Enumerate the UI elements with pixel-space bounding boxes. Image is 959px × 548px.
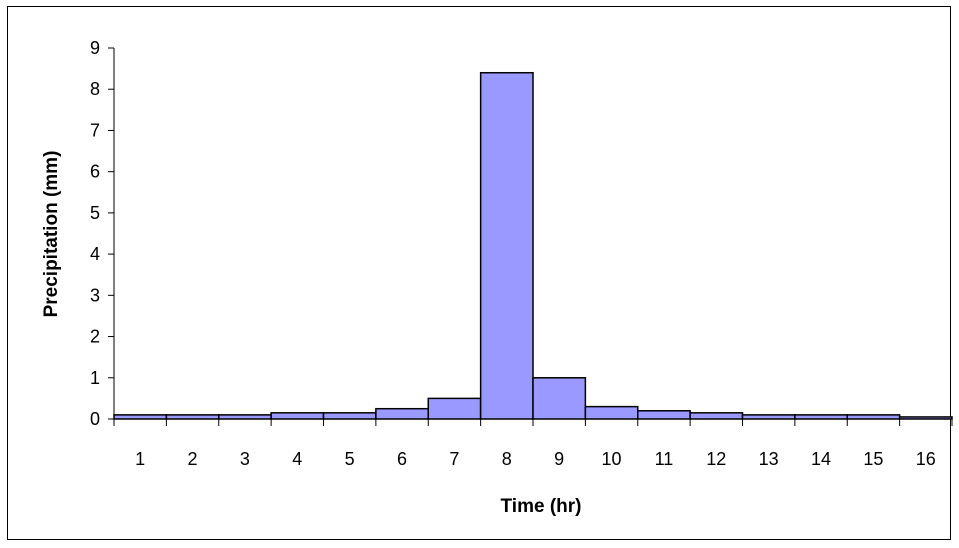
- x-tick-label-14: 14: [811, 449, 831, 469]
- x-tick-label-9: 9: [554, 449, 564, 469]
- bar-4: [270, 412, 325, 420]
- bar-1: [113, 414, 168, 420]
- y-ticks-group: 0 1 2 3 4 5 6 7 8 9: [90, 38, 114, 429]
- x-tick-label-3: 3: [240, 449, 250, 469]
- bar-3: [218, 414, 272, 420]
- x-tick-label-8: 8: [502, 449, 512, 469]
- bar-14: [794, 414, 849, 420]
- x-tick-label-10: 10: [602, 449, 622, 469]
- y-tick-label-6: 6: [90, 162, 100, 182]
- bar-5: [322, 412, 377, 420]
- x-tick-label-7: 7: [449, 449, 459, 469]
- bar-6: [375, 407, 430, 420]
- x-tick-label-1: 1: [135, 449, 145, 469]
- x-tick-label-5: 5: [345, 449, 355, 469]
- y-axis-title: Precipitation (mm): [41, 151, 62, 318]
- x-tick-label-4: 4: [292, 449, 302, 469]
- bar-7: [427, 397, 482, 420]
- bar-2: [165, 414, 220, 420]
- x-tick-label-16: 16: [916, 449, 936, 469]
- x-tick-label-15: 15: [863, 449, 883, 469]
- bars-group: [113, 71, 953, 420]
- y-tick-label-3: 3: [90, 285, 100, 305]
- x-tick-label-6: 6: [397, 449, 407, 469]
- x-tick-label-2: 2: [188, 449, 198, 469]
- x-ticks-group: 1 2 3 4 5 6 7 8 9 10 11 12 13 14 15 16: [113, 419, 953, 469]
- bar-9: [532, 377, 587, 420]
- x-axis-title: Time (hr): [501, 496, 582, 517]
- y-tick-label-4: 4: [90, 244, 100, 264]
- y-tick-label-7: 7: [90, 120, 100, 140]
- bar-15: [846, 414, 901, 420]
- bar-12: [689, 412, 744, 420]
- y-tick-label-1: 1: [90, 368, 100, 388]
- y-tick-label-0: 0: [90, 409, 100, 429]
- x-tick-label-13: 13: [759, 449, 779, 469]
- bar-13: [741, 414, 796, 420]
- x-tick-label-11: 11: [655, 449, 674, 469]
- y-tick-label-5: 5: [90, 203, 100, 223]
- chart-frame: [7, 6, 951, 540]
- bar-10: [584, 405, 639, 420]
- y-tick-label-2: 2: [90, 327, 100, 347]
- y-tick-label-9: 9: [90, 38, 100, 58]
- bar-8: [479, 71, 534, 420]
- y-tick-label-8: 8: [90, 79, 100, 99]
- bar-11: [637, 410, 691, 420]
- x-tick-label-12: 12: [706, 449, 726, 469]
